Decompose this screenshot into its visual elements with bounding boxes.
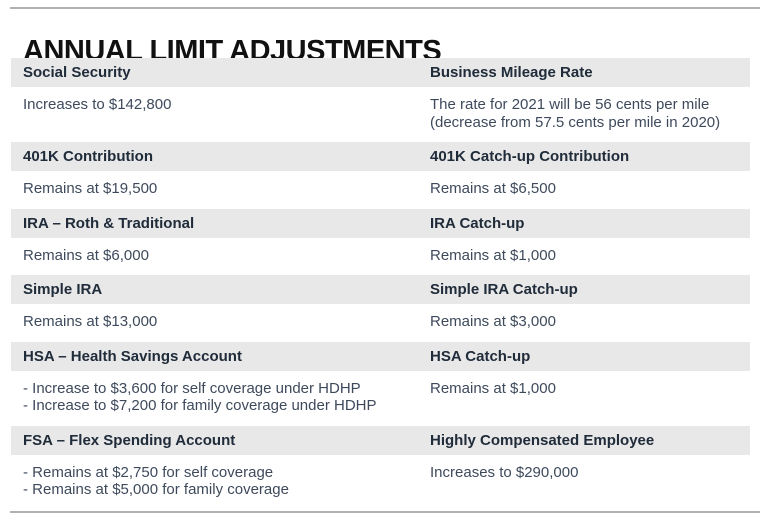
value-line: Remains at $19,500	[23, 180, 158, 197]
value-line: Remains at $13,000	[23, 313, 158, 330]
table-value-row: Remains at $19,500 Remains at $6,500	[11, 171, 750, 209]
row-header-right: Highly Compensated Employee	[430, 431, 655, 449]
value-line: - Remains at $5,000 for family coverage	[23, 481, 289, 498]
value-line: (decrease from 57.5 cents per mile in 20…	[430, 113, 721, 131]
value-line: Remains at $1,000	[430, 246, 556, 264]
value-line: Remains at $6,500	[430, 180, 556, 197]
row-value-right: Remains at $1,000	[418, 247, 750, 265]
row-value-right: Remains at $3,000	[418, 313, 750, 331]
row-value-right: The rate for 2021 will be 56 cents per m…	[418, 96, 750, 131]
table-header-row: HSA – Health Savings Account HSA Catch-u…	[11, 341, 750, 371]
row-header-right: Business Mileage Rate	[430, 64, 593, 81]
table-section-401k: 401K Contribution 401K Catch-up Contribu…	[11, 142, 750, 209]
row-value-left: Remains at $19,500	[11, 180, 418, 198]
table-section-fsa: FSA – Flex Spending Account Highly Compe…	[11, 425, 750, 510]
row-header-left: Simple IRA	[23, 281, 103, 298]
value-line: Remains at $1,000	[430, 379, 556, 397]
bottom-divider-line	[10, 511, 760, 513]
table-value-row: Increases to $142,800 The rate for 2021 …	[11, 87, 750, 142]
row-header-left: IRA – Roth & Traditional	[23, 214, 195, 232]
table-header-row: IRA – Roth & Traditional IRA Catch-up	[11, 208, 750, 238]
table-section-ira: IRA – Roth & Traditional IRA Catch-up Re…	[11, 208, 750, 275]
top-divider-line	[10, 7, 760, 9]
annual-limits-table: Social Security Business Mileage Rate In…	[11, 58, 750, 510]
row-value-left: Remains at $13,000	[11, 313, 418, 331]
table-header-row: 401K Contribution 401K Catch-up Contribu…	[11, 142, 750, 171]
table-header-row: Social Security Business Mileage Rate	[11, 58, 750, 87]
table-section-simple-ira: Simple IRA Simple IRA Catch-up Remains a…	[11, 275, 750, 342]
value-line: - Increase to $7,200 for family coverage…	[23, 397, 377, 414]
row-value-left: - Increase to $3,600 for self coverage u…	[11, 380, 418, 415]
table-header-row: Simple IRA Simple IRA Catch-up	[11, 275, 750, 304]
value-line: Remains at $3,000	[430, 313, 556, 330]
row-header-right: HSA Catch-up	[430, 347, 531, 365]
row-header-right: IRA Catch-up	[430, 214, 525, 232]
table-section-social-security: Social Security Business Mileage Rate In…	[11, 58, 750, 142]
row-header-right: Simple IRA Catch-up	[430, 281, 578, 298]
row-header-right: 401K Catch-up Contribution	[430, 148, 630, 165]
table-section-hsa: HSA – Health Savings Account HSA Catch-u…	[11, 341, 750, 426]
row-value-left: Remains at $6,000	[11, 247, 418, 265]
row-header-left: Social Security	[23, 64, 131, 81]
table-value-row: - Increase to $3,600 for self coverage u…	[11, 370, 750, 426]
row-header-left: FSA – Flex Spending Account	[23, 431, 236, 449]
row-value-right: Remains at $6,500	[418, 180, 750, 198]
row-value-right: Increases to $290,000	[418, 464, 750, 499]
row-header-left: HSA – Health Savings Account	[23, 347, 242, 365]
table-value-row: - Remains at $2,750 for self coverage - …	[11, 454, 750, 510]
value-line: Remains at $6,000	[23, 246, 149, 264]
value-line: Increases to $142,800	[23, 96, 172, 113]
value-line: - Remains at $2,750 for self coverage	[23, 463, 274, 481]
value-line: The rate for 2021 will be 56 cents per m…	[430, 96, 710, 113]
value-line: Increases to $290,000	[430, 463, 579, 481]
row-value-right: Remains at $1,000	[418, 380, 750, 415]
row-header-left: 401K Contribution	[23, 148, 153, 165]
table-value-row: Remains at $13,000 Remains at $3,000	[11, 304, 750, 342]
value-line: - Increase to $3,600 for self coverage u…	[23, 379, 361, 397]
row-value-left: - Remains at $2,750 for self coverage - …	[11, 464, 418, 499]
table-header-row: FSA – Flex Spending Account Highly Compe…	[11, 425, 750, 455]
table-value-row: Remains at $6,000 Remains at $1,000	[11, 237, 750, 275]
row-value-left: Increases to $142,800	[11, 96, 418, 131]
